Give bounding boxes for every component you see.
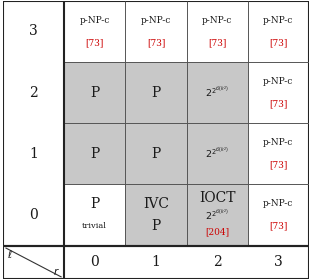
Bar [125,62,187,123]
Text: $\ell$: $\ell$ [7,248,13,260]
Text: P: P [90,147,100,161]
Text: $r$: $r$ [53,266,60,277]
Text: p-NP-c: p-NP-c [141,16,171,25]
Bar [187,123,248,185]
Bar [187,185,248,246]
Bar [187,62,248,123]
Text: [73]: [73] [147,38,165,47]
Text: 0: 0 [90,255,99,269]
Text: $2^{2^{\mathcal{O}(k^2)}}$: $2^{2^{\mathcal{O}(k^2)}}$ [205,85,229,100]
Text: 2: 2 [213,255,222,269]
Text: [73]: [73] [269,99,288,108]
Text: 1: 1 [152,255,160,269]
Bar [248,123,309,185]
Text: 3: 3 [274,255,283,269]
Text: [73]: [73] [269,38,288,47]
Text: 1: 1 [29,147,38,161]
Text: p-NP-c: p-NP-c [263,199,294,209]
Text: IOCT: IOCT [199,192,236,206]
Bar [248,1,309,62]
Bar [125,1,187,62]
Bar [248,62,309,123]
Text: p-NP-c: p-NP-c [263,16,294,25]
Text: P: P [90,197,100,211]
Bar [187,1,248,62]
Bar [64,185,125,246]
Text: p-NP-c: p-NP-c [263,138,294,147]
Text: [73]: [73] [269,160,288,169]
Text: [73]: [73] [269,221,288,230]
Text: $2^{2^{\mathcal{O}(k^2)}}$: $2^{2^{\mathcal{O}(k^2)}}$ [205,146,229,161]
Text: [73]: [73] [208,38,227,47]
Text: IVC: IVC [143,197,169,211]
Text: 0: 0 [29,208,38,222]
Bar [64,123,125,185]
Text: 2: 2 [29,86,38,100]
Text: P: P [151,86,161,100]
Text: trivial: trivial [82,222,107,230]
Text: p-NP-c: p-NP-c [202,16,232,25]
Text: p-NP-c: p-NP-c [263,77,294,86]
Text: P: P [151,147,161,161]
Text: [73]: [73] [85,38,104,47]
Text: [204]: [204] [205,227,229,236]
Text: 3: 3 [29,24,38,38]
Text: p-NP-c: p-NP-c [80,16,110,25]
Bar [64,62,125,123]
Bar [64,1,125,62]
Bar [125,123,187,185]
Text: P: P [151,219,161,233]
Bar [125,185,187,246]
Text: $2^{2^{\mathcal{O}(k^2)}}$: $2^{2^{\mathcal{O}(k^2)}}$ [205,207,229,223]
Text: P: P [90,86,100,100]
Bar [248,185,309,246]
